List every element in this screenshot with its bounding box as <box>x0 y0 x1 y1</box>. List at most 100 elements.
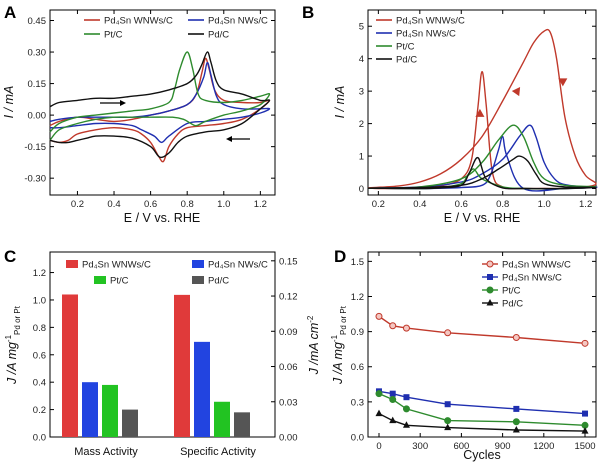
panel-d-point-pd-sn-nws-c <box>444 401 451 408</box>
panel-b-ytick-label: 4 <box>359 54 364 65</box>
bar-mass-activity-pd-sn-nws-c <box>82 382 98 437</box>
panel-c-bar-chart: C 0.0 0.2 0.4 0.6 0.8 1.0 1.2 0.00 0.03 0.06 0.09 0… <box>4 247 321 458</box>
panel-c-legend-label-pd-c: Pd/C <box>208 276 229 287</box>
panel-a-xtick-label: 1.0 <box>217 199 230 210</box>
panel-a-ytick-label: -0.15 <box>24 142 46 153</box>
panel-a-ytick-label: 0.30 <box>28 48 47 59</box>
panel-c-ytick-label-left: 0.4 <box>33 378 46 389</box>
panel-b-xtick-label: 0.8 <box>496 199 509 210</box>
panel-d-point-pd-c <box>512 425 520 433</box>
panel-a-ytick-label: 0.45 <box>28 16 47 27</box>
panel-d-xtick-label: 0 <box>376 441 381 452</box>
panel-label-c: C <box>4 247 16 266</box>
panel-d-series <box>375 312 589 434</box>
panel-d-xtick-label: 300 <box>412 441 428 452</box>
panel-d-point-pd-sn-nws-c <box>487 274 493 280</box>
panel-b-ytick-label: 0 <box>359 184 364 195</box>
panel-b-curve-pt-c <box>367 124 597 190</box>
panel-d-point-pd-c <box>444 423 452 431</box>
panel-b-arrow <box>558 78 568 87</box>
panel-a-xtick-label: 0.4 <box>107 199 120 210</box>
panel-c-bars <box>62 294 250 437</box>
panel-d-ytick-label: 0.0 <box>351 433 364 444</box>
panel-d-xtick-label: 1500 <box>574 441 595 452</box>
panel-d-point-pt-c <box>512 418 520 426</box>
panel-d-xtick-label: 900 <box>495 441 511 452</box>
panel-b-xlabel: E / V vs. RHE <box>444 211 520 225</box>
panel-b-curve-pd-c <box>367 155 597 190</box>
panel-label-b: B <box>302 3 314 22</box>
panel-d-point-pd-c <box>402 421 410 428</box>
panel-label-d: D <box>334 247 346 266</box>
panel-c-ytick-label-left: 1.0 <box>33 295 46 306</box>
bar-mass-activity-pd-c <box>122 409 138 437</box>
panel-d-ytick-label: 1.5 <box>351 257 364 268</box>
panel-d-ytick-label: 0.6 <box>351 362 364 373</box>
panel-b-ytick-label: 1 <box>359 152 364 163</box>
panel-d-point-pt-c <box>402 405 410 413</box>
panel-c-ytick-label-right: 0.06 <box>279 362 298 373</box>
panel-b-direction-arrows <box>475 78 568 117</box>
panel-d-point-pd-sn-wnws-c <box>512 333 520 341</box>
panel-b-xtick-label: 1.0 <box>538 199 551 210</box>
panel-b-xtick-label: 0.4 <box>413 199 426 210</box>
panel-b-legend: Pd₄Sn WNWs/C Pd₄Sn NWs/C Pt/C Pd/C <box>376 16 465 66</box>
panel-c-ytick-label-left: 1.2 <box>33 268 46 279</box>
panel-c-frame <box>49 251 276 438</box>
panel-c-ytick-label-right: 0.12 <box>279 292 298 303</box>
panel-a-legend-label-pt-c: Pt/C <box>104 30 123 41</box>
panel-a-ytick-label: -0.30 <box>24 174 46 185</box>
panel-d-line-pd-sn-wnws-c <box>378 315 586 344</box>
panel-d-point-pd-sn-wnws-c <box>375 312 383 320</box>
panel-a-frame <box>49 9 276 196</box>
panel-d-frame <box>367 251 597 438</box>
panel-b-curve-pd-sn-wnws-c <box>367 28 597 190</box>
panel-c-legend-label-pt-c: Pt/C <box>110 276 129 287</box>
panel-d-point-pd-sn-wnws-c <box>581 339 589 347</box>
panel-d-legend-label-pd-sn-nws-c: Pd₄Sn NWs/C <box>502 273 562 284</box>
panel-a-legend-label-pd-c: Pd/C <box>208 30 229 41</box>
panel-c-ytick-label-right: 0.09 <box>279 327 298 338</box>
panel-d-point-pt-c <box>375 390 383 398</box>
panel-b-legend-label-pt-c: Pt/C <box>396 42 415 53</box>
panel-d-ytick-label: 1.2 <box>351 292 364 303</box>
panel-b-arrow <box>475 108 485 117</box>
panel-c-legend-label-pd-sn-wnws-c: Pd₄Sn WNWs/C <box>82 260 151 271</box>
bar-mass-activity-pd-sn-wnws-c <box>62 294 78 437</box>
panel-d-point-pd-sn-nws-c <box>582 410 589 417</box>
bar-specific-activity-pd-sn-nws-c <box>194 341 210 437</box>
category-label-mass-activity: Mass Activity <box>74 446 138 458</box>
panel-c-ytick-label-left: 0.8 <box>33 323 46 334</box>
panel-d-point-pd-sn-wnws-c <box>389 322 397 330</box>
panel-d-xtick-label: 1200 <box>533 441 554 452</box>
panel-c-legend-swatch-pd-c <box>192 276 204 284</box>
panel-d-legend: Pd₄Sn WNWs/C Pd₄Sn NWs/C Pt/C Pd/C <box>482 260 571 310</box>
panel-label-a: A <box>4 3 16 22</box>
panel-d-point-pd-c <box>375 409 383 417</box>
panel-b-frame <box>367 9 597 196</box>
panel-c-ytick-label-left: 0.6 <box>33 350 46 361</box>
panel-d-ylabel: J /A mg-1Pd or Pt <box>330 305 348 385</box>
panel-a-legend-label-pd-sn-wnws-c: Pd₄Sn WNWs/C <box>104 16 173 27</box>
panel-a-ytick-label: 0.15 <box>28 79 47 90</box>
panel-b-xtick-label: 0.6 <box>455 199 468 210</box>
panel-d-line-pd-c <box>378 412 586 432</box>
category-label-specific-activity: Specific Activity <box>180 446 256 458</box>
panel-c-legend-swatch-pt-c <box>94 276 106 284</box>
panel-a-curves <box>49 51 271 163</box>
panel-b-legend-label-pd-sn-nws-c: Pd₄Sn NWs/C <box>396 29 456 40</box>
panel-c-legend: Pd₄Sn WNWs/C Pd₄Sn NWs/C Pt/C Pd/C <box>66 260 268 287</box>
panel-c-ylabel-right: J /mA cm-2 <box>306 315 321 375</box>
panel-a-legend-label-pd-sn-nws-c: Pd₄Sn NWs/C <box>208 16 268 27</box>
panel-a-curve-pd-c <box>49 51 271 159</box>
panel-a-cv-chart: A 0.2 0.4 0.6 0.8 1.0 1.2 -0.30 -0.15 0.00 0.15 0.… <box>2 3 276 225</box>
panel-d-ytick-label: 0.3 <box>351 397 364 408</box>
panel-c-legend-swatch-pd-sn-nws-c <box>192 260 204 268</box>
panel-d-xtick-label: 600 <box>453 441 469 452</box>
panel-d-legend-label-pd-sn-wnws-c: Pd₄Sn WNWs/C <box>502 260 571 271</box>
panel-d-point-pd-c <box>486 299 494 306</box>
panel-b-ytick-label: 3 <box>359 87 364 98</box>
panel-b-ytick-label: 2 <box>359 119 364 130</box>
